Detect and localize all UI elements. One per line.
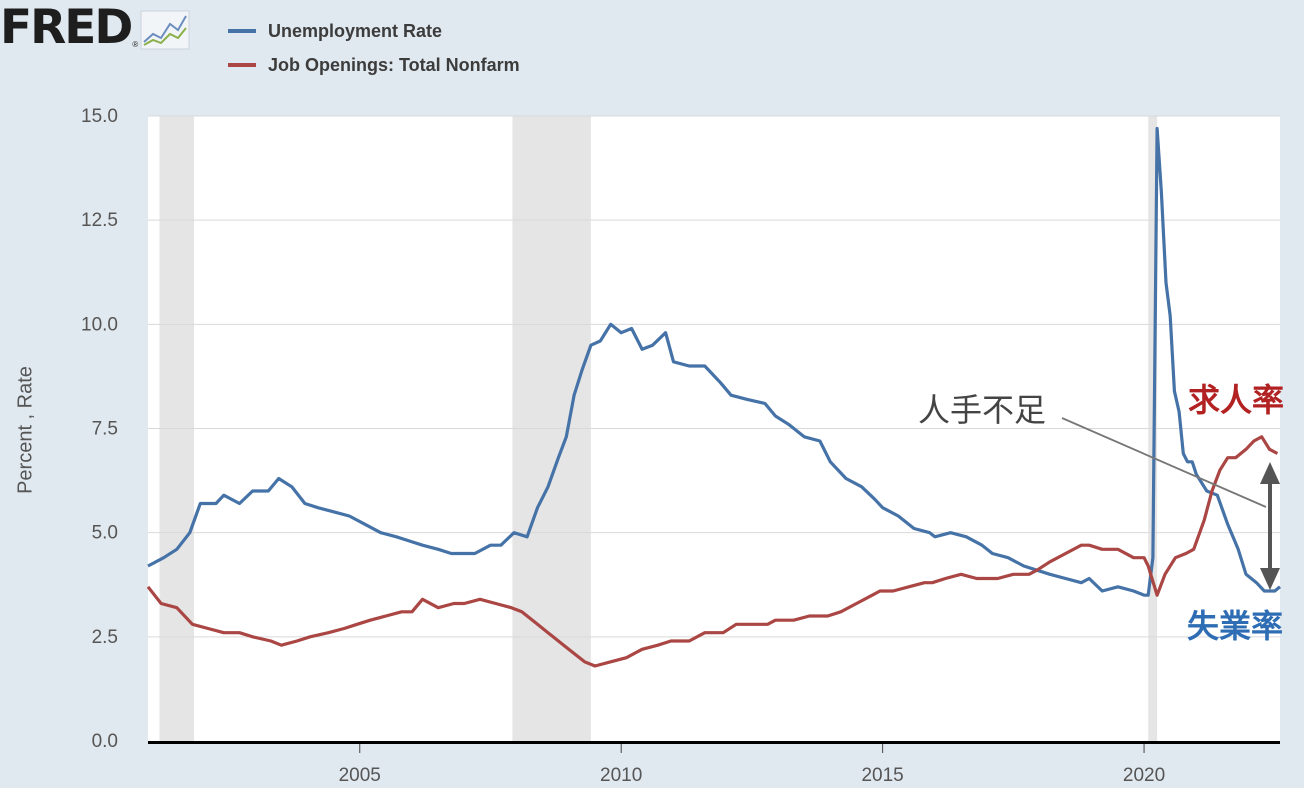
x-tick-label: 2010 bbox=[600, 765, 642, 786]
fred-logo[interactable]: FRED ® bbox=[0, 2, 190, 58]
legend-item-unemployment[interactable]: Unemployment Rate bbox=[228, 14, 520, 48]
x-tick-label: 2020 bbox=[1123, 765, 1165, 786]
legend-item-job-openings[interactable]: Job Openings: Total Nonfarm bbox=[228, 48, 520, 82]
unemp-rate-annotation: 失業率 bbox=[1187, 608, 1283, 644]
y-tick-label: 2.5 bbox=[92, 627, 118, 648]
series-unemployment-rate bbox=[147, 126, 1282, 597]
legend-label-unemployment: Unemployment Rate bbox=[268, 20, 443, 41]
legend-swatch-job-openings bbox=[228, 63, 256, 67]
x-tick-label: 2005 bbox=[339, 765, 381, 786]
graph-icon bbox=[140, 10, 190, 50]
shortage-pointer-line bbox=[1061, 417, 1267, 508]
legend-label-job-openings: Job Openings: Total Nonfarm bbox=[268, 54, 520, 75]
legend-swatch-unemployment bbox=[228, 29, 256, 33]
gap-arrow-head-up bbox=[1260, 462, 1280, 484]
y-tick-label: 15.0 bbox=[81, 106, 118, 127]
chart-legend: Unemployment Rate Job Openings: Total No… bbox=[228, 14, 520, 82]
registered-mark: ® bbox=[132, 40, 139, 49]
y-tick-label: 10.0 bbox=[81, 314, 118, 335]
y-tick-label: 7.5 bbox=[92, 419, 118, 440]
logo-text: FRED bbox=[0, 0, 133, 55]
shortage-annotation: 人手不足 bbox=[918, 392, 1046, 428]
job-rate-annotation: 求人率 bbox=[1188, 382, 1284, 418]
gap-arrow-head-down bbox=[1260, 568, 1280, 590]
y-tick-label: 0.0 bbox=[92, 731, 118, 752]
y-tick-label: 12.5 bbox=[81, 210, 118, 231]
x-tick-label: 2015 bbox=[861, 765, 903, 786]
y-tick-label: 5.0 bbox=[92, 523, 118, 544]
series-job-openings bbox=[146, 435, 1279, 668]
